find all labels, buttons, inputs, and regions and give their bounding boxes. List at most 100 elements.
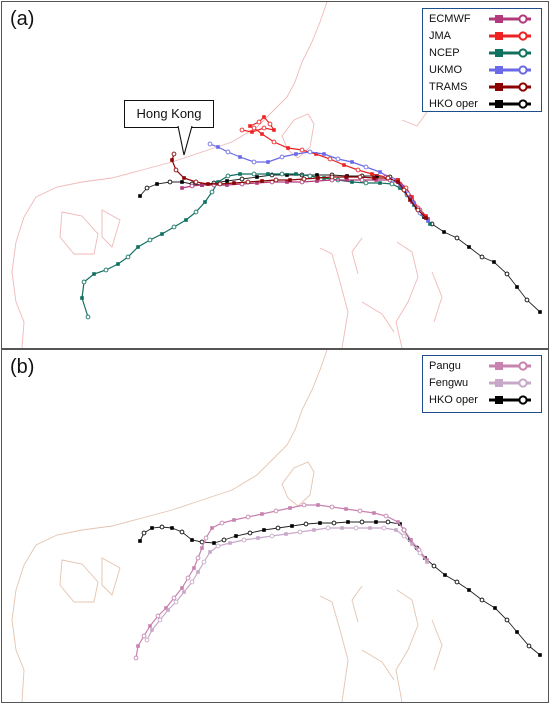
open-circle-marker [167, 179, 173, 185]
legend-swatch-icon [489, 378, 531, 388]
filled-square-marker [290, 524, 294, 528]
filled-square-marker [138, 194, 142, 198]
filled-square-marker [312, 528, 316, 532]
filled-square-marker [232, 518, 236, 522]
filled-square-marker [92, 272, 96, 276]
filled-square-marker [425, 560, 429, 564]
open-circle-marker [297, 529, 303, 535]
open-circle-marker [357, 174, 363, 180]
panel-a-track-line [241, 116, 427, 217]
open-circle-marker [141, 530, 147, 536]
filled-square-marker [374, 178, 378, 182]
open-circle-marker [279, 154, 285, 160]
filled-square-marker [200, 546, 204, 550]
filled-square-marker [180, 180, 184, 184]
open-circle-marker [301, 176, 307, 182]
filled-square-marker [234, 534, 238, 538]
panel-b-legend-entry: HKO oper [423, 392, 541, 409]
filled-square-marker [206, 182, 210, 186]
filled-square-marker [200, 183, 204, 187]
legend-b: Pangu Fengwu HKO oper [422, 355, 542, 413]
open-circle-marker [329, 504, 335, 510]
filled-square-marker [160, 232, 164, 236]
panel-a-legend-label: HKO oper [429, 98, 478, 110]
filled-square-marker [116, 262, 120, 266]
filled-square-marker [375, 174, 379, 178]
filled-square-marker [515, 630, 519, 634]
open-circle-marker [245, 179, 251, 185]
filled-square-marker [344, 175, 348, 179]
open-circle-marker [193, 179, 199, 185]
open-circle-marker [479, 597, 485, 603]
open-circle-marker [185, 575, 191, 581]
open-circle-marker [301, 502, 307, 508]
filled-square-marker [228, 541, 232, 545]
open-circle-marker [359, 519, 365, 525]
open-circle-marker [133, 655, 139, 661]
filled-square-marker [378, 181, 382, 185]
filled-square-marker [467, 245, 471, 249]
filled-square-marker [260, 512, 264, 516]
panel-a-legend-label: JMA [429, 30, 451, 42]
filled-square-marker [340, 526, 344, 530]
open-circle-marker [385, 175, 391, 181]
open-circle-marker [329, 174, 335, 180]
open-circle-marker [327, 156, 333, 162]
filled-square-marker [232, 181, 236, 185]
legend-swatch-icon [489, 99, 531, 109]
open-circle-marker [239, 127, 245, 133]
open-circle-marker [353, 525, 359, 531]
filled-square-marker [262, 115, 266, 119]
open-circle-marker [209, 189, 215, 195]
panel-b-label: (b) [10, 356, 35, 378]
open-circle-marker [173, 599, 179, 605]
open-circle-marker [219, 520, 225, 526]
filled-square-marker [80, 296, 84, 300]
filled-square-marker [138, 539, 142, 543]
filled-square-marker [345, 178, 349, 182]
filled-square-marker [190, 538, 194, 542]
open-circle-marker [256, 119, 262, 125]
open-circle-marker [189, 579, 195, 585]
filled-square-marker [180, 586, 184, 590]
legend-swatch-icon [489, 65, 531, 75]
open-circle-marker [401, 187, 407, 193]
filled-square-marker [262, 528, 266, 532]
filled-square-marker [256, 536, 260, 540]
panel-a-label: (a) [10, 8, 35, 30]
open-circle-marker [195, 555, 201, 561]
open-circle-marker [331, 520, 337, 526]
open-circle-marker [303, 521, 309, 527]
filled-square-marker [396, 180, 400, 184]
filled-square-marker [396, 520, 400, 524]
open-circle-marker [85, 314, 91, 320]
filled-square-marker [410, 542, 414, 546]
filled-square-marker [284, 532, 288, 536]
legend-a: ECMWF JMA NCEP UKMO TRAMS HKO oper [422, 8, 542, 112]
filled-square-marker [184, 218, 188, 222]
open-circle-marker [144, 185, 150, 191]
filled-square-marker [398, 186, 402, 190]
open-circle-marker [251, 125, 257, 131]
panel-b-legend-entry: Fengwu [423, 375, 541, 392]
filled-square-marker [322, 152, 326, 156]
map-b [11, 350, 542, 702]
legend-swatch-icon [489, 82, 531, 92]
filled-square-marker [424, 214, 428, 218]
legend-swatch-icon [489, 395, 531, 405]
open-circle-marker [454, 235, 460, 241]
filled-square-marker [136, 245, 140, 249]
open-circle-marker [241, 537, 247, 543]
filled-square-marker [538, 310, 542, 314]
panel-a-legend-entry: NCEP [423, 45, 541, 62]
tracks-a [80, 115, 542, 320]
filled-square-marker [212, 541, 216, 545]
open-circle-marker [335, 156, 341, 162]
legend-swatch-icon [489, 31, 531, 41]
filled-square-marker [225, 179, 229, 183]
open-circle-marker [217, 181, 223, 187]
filled-square-marker [248, 124, 252, 128]
open-circle-marker [269, 533, 275, 539]
open-circle-marker [147, 237, 153, 243]
coastline-b [11, 350, 443, 702]
